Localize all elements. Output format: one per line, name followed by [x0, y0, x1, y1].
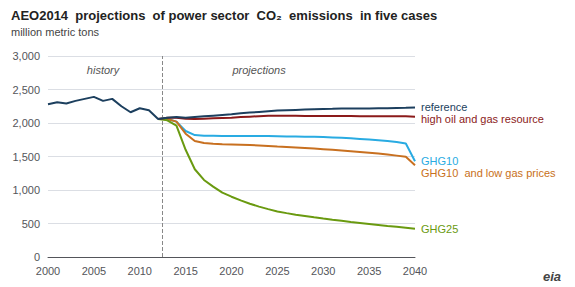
svg-text:GHG25: GHG25: [421, 223, 458, 235]
svg-text:2020: 2020: [219, 265, 243, 277]
svg-text:AEO2014 projections of power: AEO2014 projections of power sector CO₂ …: [11, 8, 437, 23]
svg-text:projections: projections: [231, 64, 286, 76]
svg-text:2005: 2005: [82, 265, 106, 277]
svg-text:2040: 2040: [403, 265, 427, 277]
svg-text:GHG10 and low gas prices: GHG10 and low gas prices: [421, 167, 556, 179]
svg-text:2,000: 2,000: [12, 117, 40, 129]
svg-text:2,500: 2,500: [12, 84, 40, 96]
svg-text:2015: 2015: [173, 265, 197, 277]
svg-text:reference: reference: [421, 101, 467, 113]
svg-text:1,000: 1,000: [12, 184, 40, 196]
svg-text:GHG10: GHG10: [421, 155, 458, 167]
svg-text:0: 0: [34, 251, 40, 263]
svg-text:2030: 2030: [311, 265, 335, 277]
svg-text:2000: 2000: [36, 265, 60, 277]
svg-text:1,500: 1,500: [12, 151, 40, 163]
svg-text:history: history: [87, 64, 121, 76]
svg-text:3,000: 3,000: [12, 50, 40, 62]
svg-text:500: 500: [22, 218, 40, 230]
svg-text:2010: 2010: [128, 265, 152, 277]
svg-text:2035: 2035: [357, 265, 381, 277]
svg-text:eia: eia: [543, 269, 561, 284]
svg-text:2025: 2025: [265, 265, 289, 277]
svg-text:million metric tons: million metric tons: [11, 26, 100, 38]
svg-text:high oil and gas resource: high oil and gas resource: [421, 113, 544, 125]
